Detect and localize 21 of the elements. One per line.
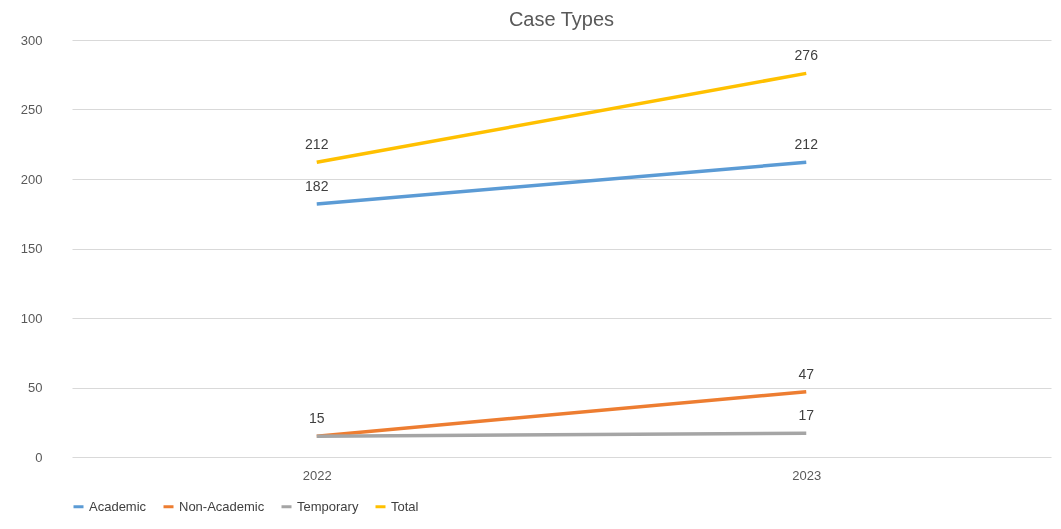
y-tick-label: 150 <box>20 241 43 256</box>
data-label: 182 <box>305 178 329 195</box>
data-label: 212 <box>794 136 819 153</box>
y-tick-label: 300 <box>20 32 43 48</box>
x-tick-label: 2023 <box>792 467 822 483</box>
data-label: 276 <box>794 47 819 64</box>
y-tick-label: 200 <box>20 171 43 187</box>
x-tick-label: 2022 <box>302 467 332 483</box>
legend-label: Temporary <box>297 498 359 514</box>
data-label: 47 <box>798 365 815 382</box>
legend-label: Non-Academic <box>179 498 265 514</box>
data-label: 212 <box>305 136 329 153</box>
y-tick-label: 0 <box>35 449 43 465</box>
legend-label: Academic <box>89 498 147 514</box>
data-label: 15 <box>308 410 325 427</box>
y-tick-label: 50 <box>28 380 43 395</box>
data-label: 17 <box>798 407 815 424</box>
y-tick-label: 250 <box>20 102 43 117</box>
chart-title: Case Types <box>508 8 615 30</box>
y-tick-label: 100 <box>20 310 43 326</box>
legend-label: Total <box>391 498 419 514</box>
